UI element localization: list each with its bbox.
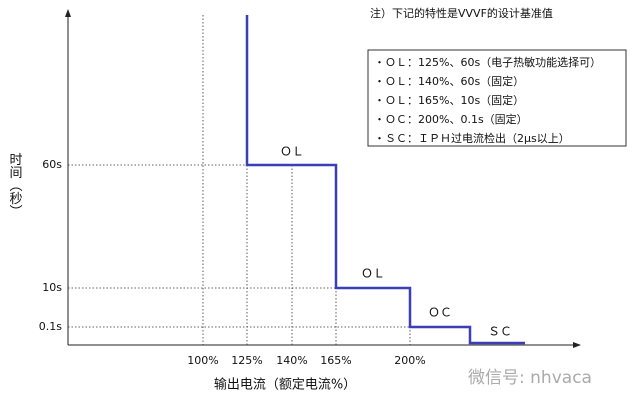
step-line: [245, 15, 525, 345]
segment-label: ＯＬ: [280, 145, 304, 159]
x-tick-label: 200%: [394, 354, 425, 367]
y-axis-label: 时间（秒）: [7, 153, 23, 218]
legend-line: ・ＯＬ：165%、10s（固定）: [374, 93, 524, 107]
legend-line: ・ＯＣ：200%、0.1s（固定）: [374, 112, 528, 126]
x-axis-label: 输出电流（额定电流%）: [214, 377, 356, 393]
x-tick-label: 125%: [231, 354, 262, 367]
y-tick-label: 10s: [42, 281, 62, 294]
x-tick-label: 165%: [320, 354, 351, 367]
watermark: 微信号: nhvaca: [468, 368, 592, 388]
legend-line: ・ＳＣ：ＩＰＨ过电流检出（2μs以上）: [374, 131, 570, 145]
x-tick-label: 100%: [187, 354, 218, 367]
legend-line: ・ＯＬ：140%、60s（固定）: [374, 74, 524, 88]
segment-label: ＳＣ: [488, 325, 512, 339]
segment-label: ＯＣ: [428, 306, 452, 320]
legend-line: ・ＯＬ：125%、60s（电子热敏功能选择可）: [374, 55, 601, 69]
y-tick-label: 60s: [42, 158, 62, 171]
legend-box: [367, 49, 627, 147]
segment-label: ＯＬ: [361, 267, 385, 281]
note: 注）下记的特性是VVVF的设计基准值: [370, 6, 553, 20]
x-tick-label: 140%: [276, 354, 307, 367]
y-tick-label: 0.1s: [39, 320, 62, 333]
